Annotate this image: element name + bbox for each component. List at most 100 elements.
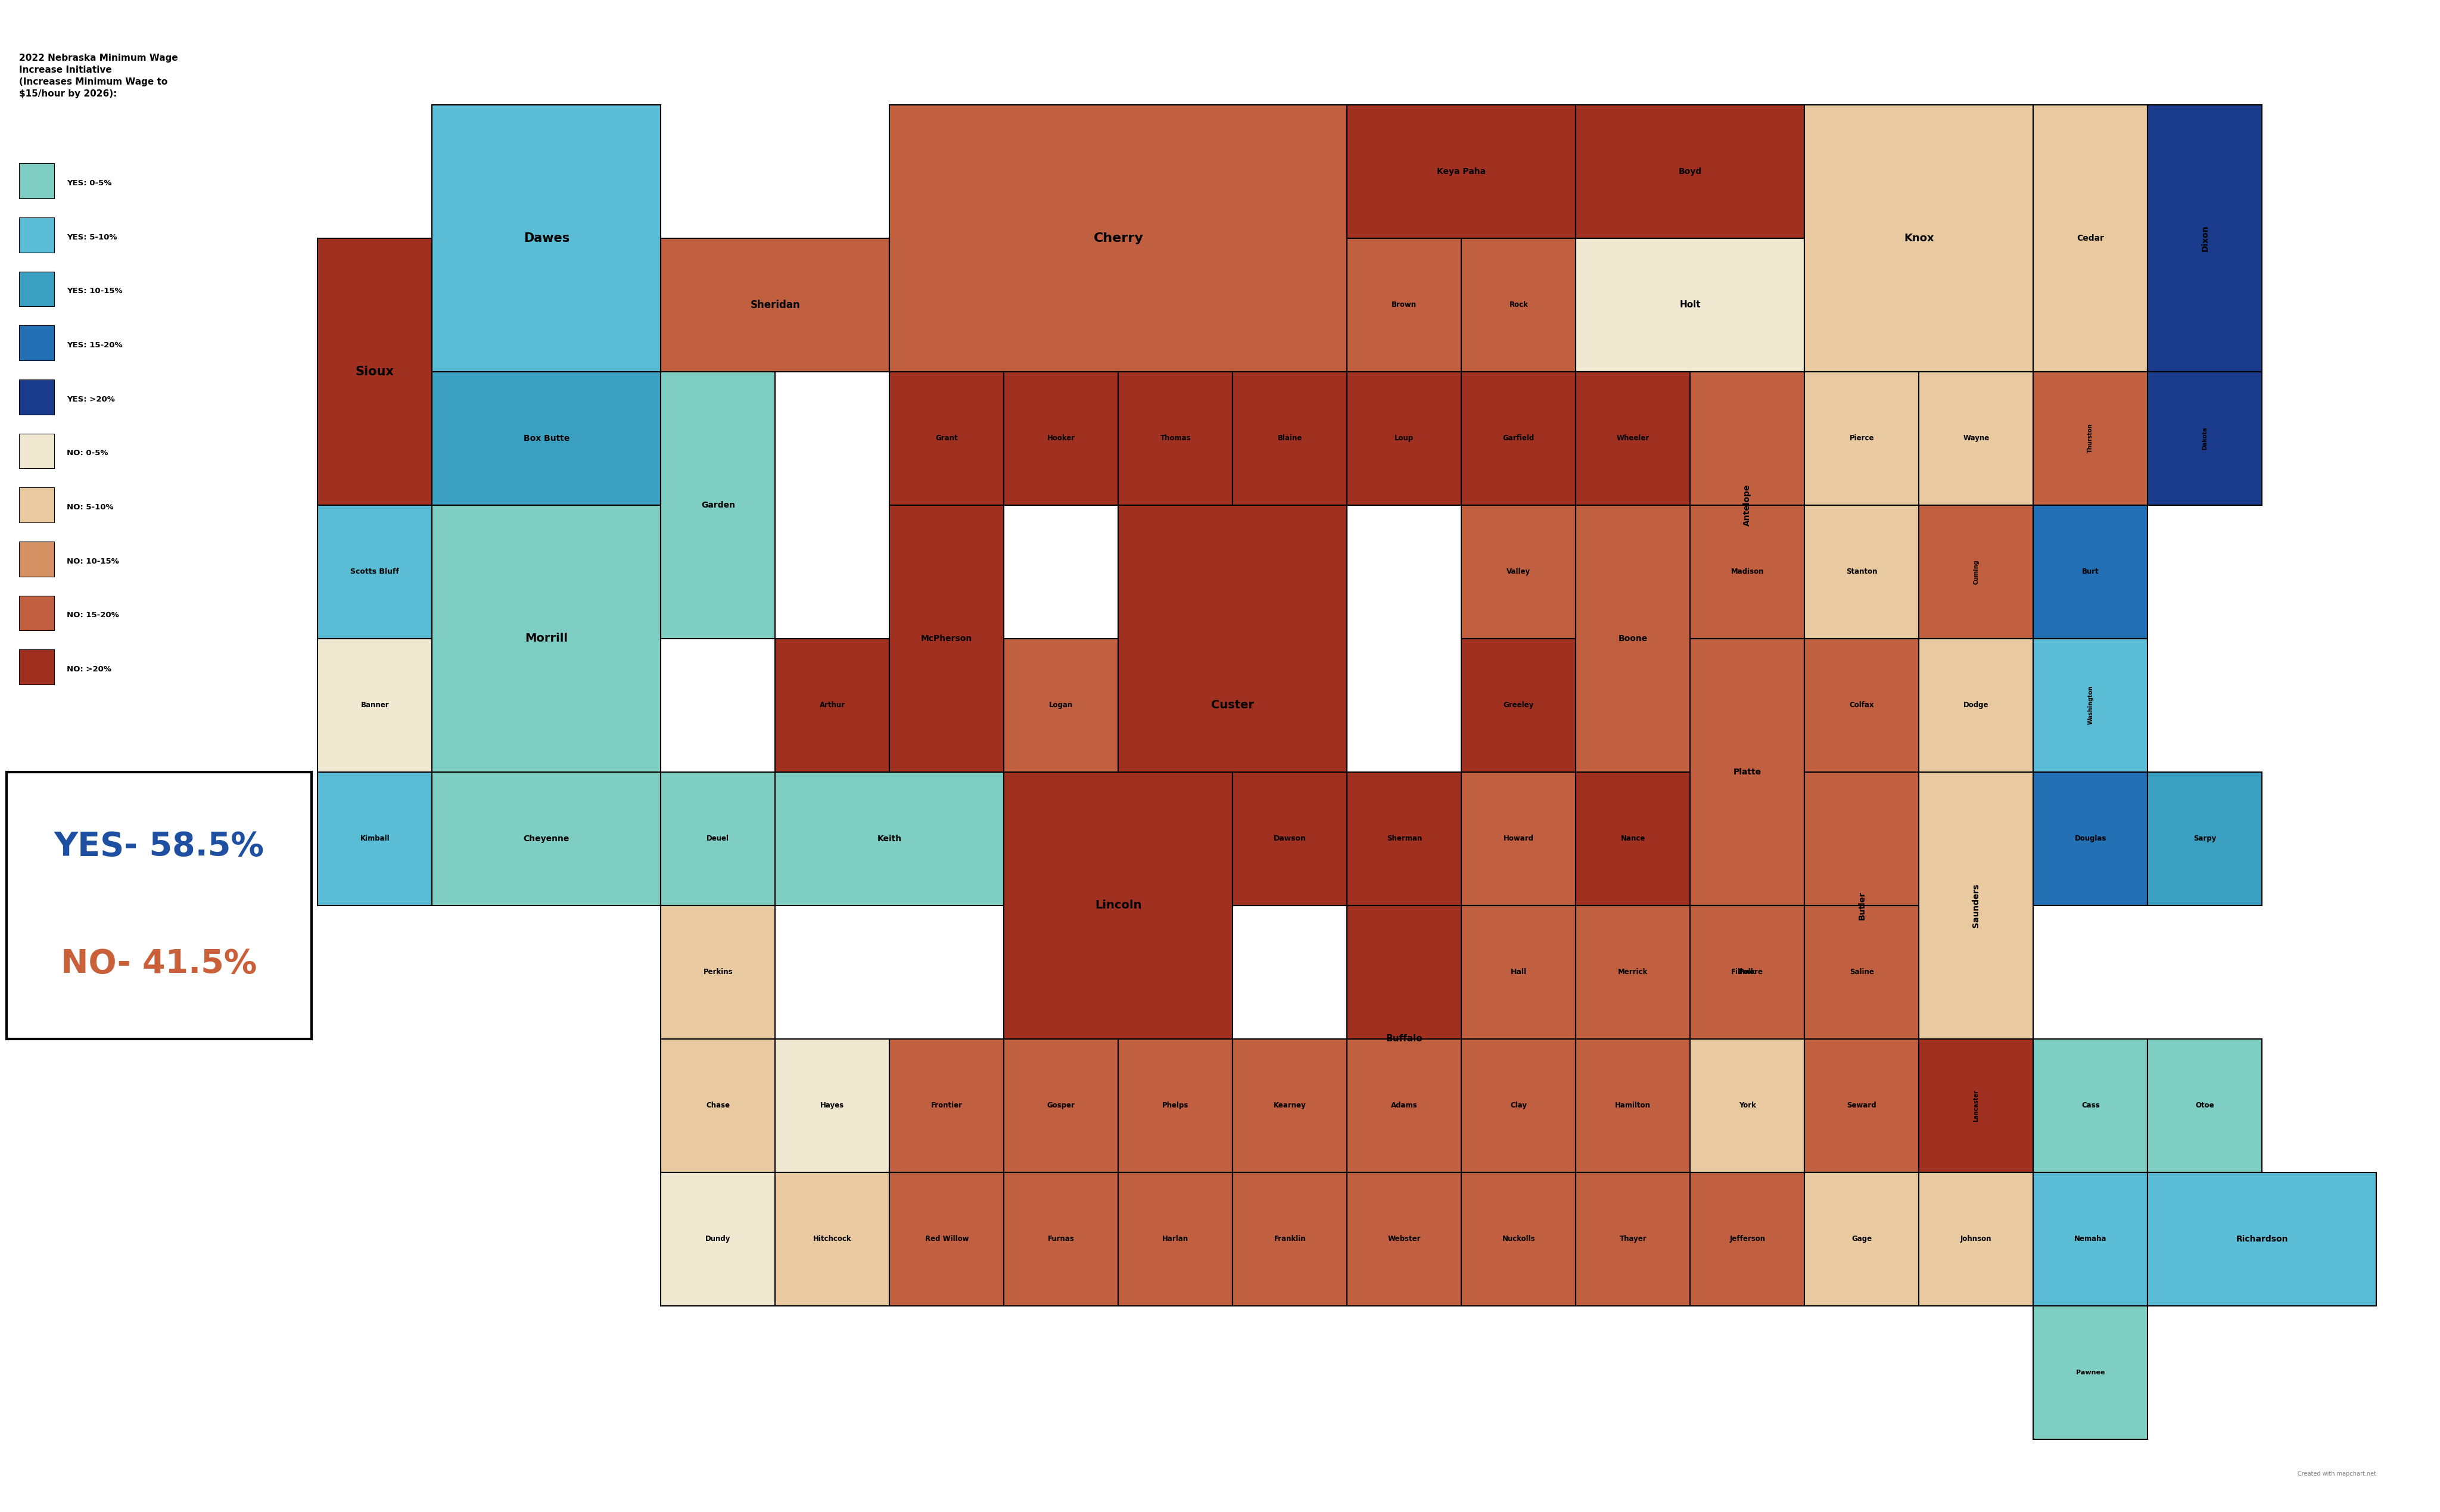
Text: Butler: Butler — [1857, 891, 1867, 919]
Bar — [1347, 906, 1462, 1172]
Bar — [661, 1039, 776, 1172]
Text: Blaine: Blaine — [1279, 434, 1303, 442]
Text: Richardson: Richardson — [2235, 1235, 2289, 1243]
Text: Dodge: Dodge — [1964, 702, 1989, 709]
Text: Gage: Gage — [1852, 1235, 1871, 1243]
Text: Dundy: Dundy — [705, 1235, 730, 1243]
Text: NO: 5-10%: NO: 5-10% — [66, 503, 115, 511]
Bar — [1691, 906, 1806, 1039]
Bar — [1347, 372, 1462, 505]
Text: Wayne: Wayne — [1962, 434, 1989, 442]
Bar — [661, 237, 891, 372]
Text: YES: 0-5%: YES: 0-5% — [66, 180, 112, 187]
Bar — [317, 237, 432, 505]
Bar — [661, 372, 776, 638]
Text: Holt: Holt — [1679, 301, 1701, 310]
Text: Webster: Webster — [1388, 1235, 1420, 1243]
Bar — [1918, 1172, 2033, 1306]
Text: York: York — [1740, 1102, 1757, 1110]
Text: Fillmore: Fillmore — [1732, 968, 1764, 975]
Bar — [2033, 1039, 2147, 1172]
Text: Box Butte: Box Butte — [525, 434, 569, 443]
Text: Burt: Burt — [2081, 569, 2098, 576]
Text: Phelps: Phelps — [1161, 1102, 1188, 1110]
Bar — [1118, 1039, 1232, 1172]
Text: Dakota: Dakota — [2201, 426, 2208, 449]
Text: Colfax: Colfax — [1850, 702, 1874, 709]
Text: Red Willow: Red Willow — [925, 1235, 969, 1243]
Text: Frontier: Frontier — [932, 1102, 961, 1110]
Text: Chase: Chase — [705, 1102, 730, 1110]
Bar — [7, 773, 312, 1039]
Bar — [432, 372, 661, 505]
Bar — [1347, 773, 1462, 906]
Text: Sherman: Sherman — [1386, 835, 1423, 842]
Bar — [1003, 638, 1118, 773]
Bar — [317, 638, 432, 773]
Text: Harlan: Harlan — [1161, 1235, 1188, 1243]
Text: Morrill: Morrill — [525, 634, 569, 644]
Bar — [20, 434, 54, 469]
Text: Seward: Seward — [1847, 1102, 1876, 1110]
Bar — [1462, 372, 1576, 505]
Text: Scotts Bluff: Scotts Bluff — [351, 569, 400, 576]
Bar — [1918, 372, 2033, 505]
Bar — [1576, 237, 1806, 372]
Text: Clay: Clay — [1510, 1102, 1527, 1110]
Text: Buffalo: Buffalo — [1386, 1034, 1423, 1043]
Bar — [2033, 505, 2147, 638]
Text: YES: 10-15%: YES: 10-15% — [66, 287, 122, 295]
Text: NO- 41.5%: NO- 41.5% — [61, 948, 256, 980]
Bar — [1347, 237, 1462, 372]
Text: Kearney: Kearney — [1274, 1102, 1305, 1110]
Bar — [1806, 638, 1918, 773]
Text: Sioux: Sioux — [356, 366, 395, 378]
Text: Kimball: Kimball — [361, 835, 390, 842]
Bar — [661, 773, 776, 906]
Bar — [1576, 372, 1691, 505]
Text: Pierce: Pierce — [1850, 434, 1874, 442]
Bar — [2033, 104, 2147, 372]
Bar — [1462, 1172, 1576, 1306]
Text: Sarpy: Sarpy — [2194, 835, 2216, 842]
Text: Thurston: Thurston — [2089, 423, 2094, 454]
Text: Banner: Banner — [361, 702, 388, 709]
Text: Johnson: Johnson — [1959, 1235, 1991, 1243]
Bar — [1691, 505, 1806, 638]
Bar — [20, 650, 54, 685]
Text: Keith: Keith — [878, 835, 903, 842]
Text: NO: 10-15%: NO: 10-15% — [66, 558, 120, 565]
Text: Pawnee: Pawnee — [2076, 1370, 2106, 1376]
Bar — [1806, 1172, 1918, 1306]
Text: Thomas: Thomas — [1159, 434, 1191, 442]
Bar — [1576, 773, 1691, 906]
Text: YES: >20%: YES: >20% — [66, 396, 115, 404]
Bar — [1232, 1039, 1347, 1172]
Bar — [776, 773, 1003, 906]
Bar — [1462, 906, 1576, 1039]
Text: Washington: Washington — [2089, 685, 2094, 724]
Text: Stanton: Stanton — [1847, 569, 1876, 576]
Text: Furnas: Furnas — [1047, 1235, 1074, 1243]
Text: Perkins: Perkins — [703, 968, 732, 975]
Bar — [1462, 638, 1576, 773]
Text: YES: 15-20%: YES: 15-20% — [66, 342, 122, 349]
Bar — [891, 505, 1003, 773]
Bar — [1576, 906, 1691, 1039]
Text: Platte: Platte — [1732, 768, 1762, 776]
Text: Lancaster: Lancaster — [1974, 1090, 1979, 1122]
Bar — [1806, 773, 1918, 1039]
Text: Lincoln: Lincoln — [1096, 900, 1142, 912]
Bar — [432, 505, 661, 773]
Bar — [891, 1039, 1003, 1172]
Text: Dawson: Dawson — [1274, 835, 1305, 842]
Bar — [1691, 1172, 1806, 1306]
Text: Hitchcock: Hitchcock — [813, 1235, 852, 1243]
Bar — [2033, 1172, 2147, 1306]
Text: Jefferson: Jefferson — [1730, 1235, 1764, 1243]
Text: Deuel: Deuel — [708, 835, 730, 842]
Bar — [1462, 505, 1576, 638]
Bar — [20, 272, 54, 307]
Text: Greeley: Greeley — [1503, 702, 1535, 709]
Bar — [661, 1172, 776, 1306]
